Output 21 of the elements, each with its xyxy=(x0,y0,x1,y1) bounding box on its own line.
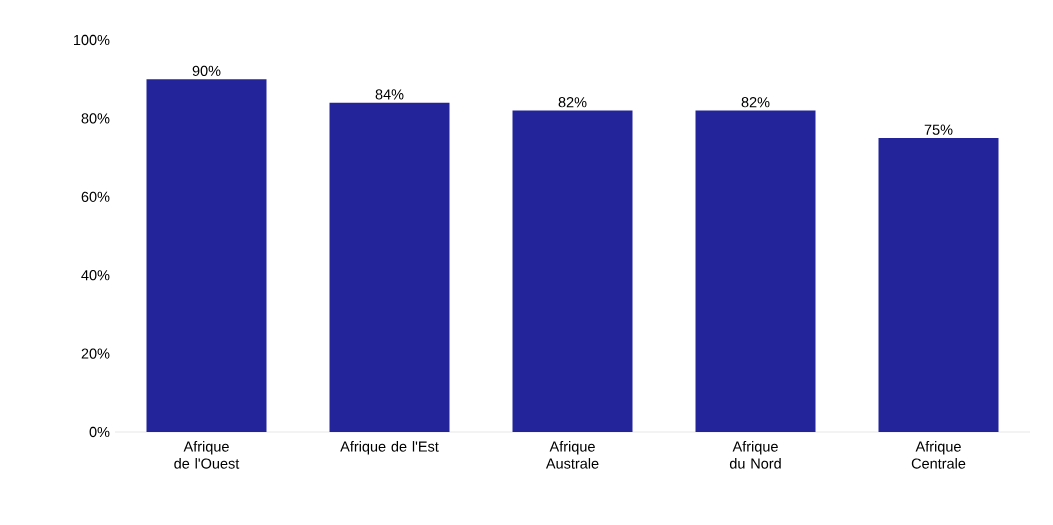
bar xyxy=(512,110,633,432)
y-tick-label: 0% xyxy=(89,426,110,438)
data-label: 82% xyxy=(741,97,770,108)
bar xyxy=(146,79,267,432)
x-tick-label: Afrique Australe xyxy=(545,441,599,469)
x-tick-label: Afrique de l'Est xyxy=(340,441,439,455)
y-tick-label: 60% xyxy=(81,191,110,202)
y-tick-label: 80% xyxy=(81,113,110,124)
data-label: 84% xyxy=(375,89,404,100)
data-label: 90% xyxy=(192,65,221,76)
bar xyxy=(878,138,999,432)
data-label: 75% xyxy=(924,124,953,135)
bar xyxy=(329,102,450,432)
y-tick-label: 20% xyxy=(81,348,110,359)
x-tick-label: Afrique Centrale xyxy=(911,441,966,469)
x-tick-label: Afrique de l'Ouest xyxy=(174,441,240,469)
bar xyxy=(695,110,816,432)
x-tick-label: Afrique du Nord xyxy=(729,441,781,469)
y-tick-label: 100% xyxy=(73,34,110,46)
y-tick-label: 40% xyxy=(81,270,110,281)
data-label: 82% xyxy=(558,97,587,108)
